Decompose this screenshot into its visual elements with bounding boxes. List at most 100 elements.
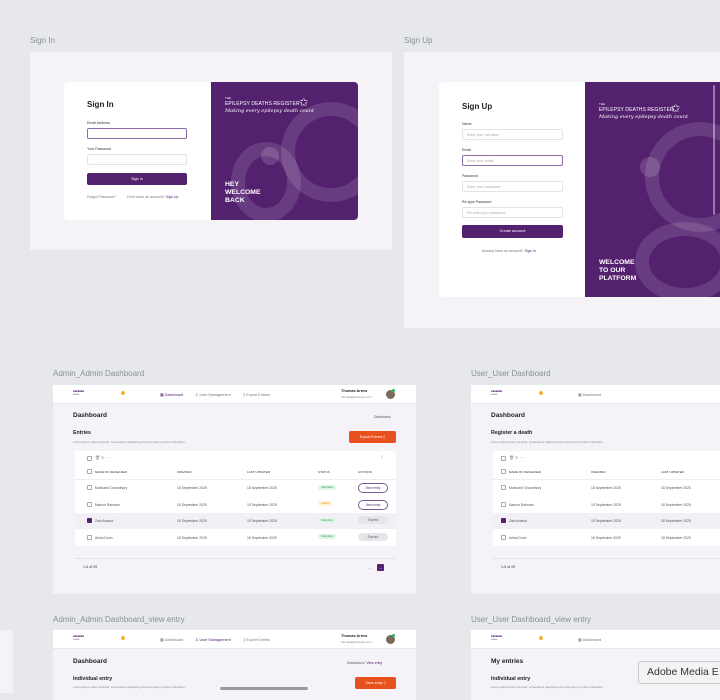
updated-date: 18 September 2025: [661, 502, 691, 507]
sign-in-frame: Sign In Email Address Your Password Sign…: [30, 52, 392, 250]
next-page-button[interactable]: →: [377, 564, 384, 571]
view-entry-button[interactable]: View entry: [358, 483, 388, 493]
export-entries-button[interactable]: Export Entries ▯: [349, 431, 396, 443]
email-input[interactable]: [87, 128, 187, 139]
email-input[interactable]: Enter your email: [462, 155, 563, 166]
created-date: 18 September 2025: [591, 519, 621, 523]
column-header[interactable]: NAME OF DECEASED: [95, 470, 127, 474]
created-date: 18 September 2025: [177, 502, 207, 507]
frame-label-user-view[interactable]: User_User Dashboard_view entry: [471, 615, 592, 624]
column-header[interactable]: ACTIONS: [358, 470, 372, 474]
decor-dot: [261, 147, 279, 165]
password-input[interactable]: Enter your password: [462, 181, 563, 192]
row-checkbox[interactable]: [87, 501, 92, 507]
nav-dashboard[interactable]: ▦ Dashboard: [160, 393, 184, 397]
column-header[interactable]: CREATED: [177, 470, 192, 474]
retype-password-label: Re-type Password: [462, 200, 492, 204]
nav-dashboard[interactable]: ▦ Dashboard: [578, 638, 602, 642]
table-header-row: NAME OF DECEASED CREATED LAST UPDATED: [493, 464, 720, 480]
name-input[interactable]: Enter your full name: [462, 129, 563, 140]
table-row[interactable]: Naimur Rahman 18 September 2025 18 Septemb…: [493, 497, 720, 513]
nav-dashboard[interactable]: ▦ Dashboard: [160, 638, 184, 642]
user-email: thomas@example.com: [341, 395, 372, 399]
avatar[interactable]: [386, 390, 395, 399]
breadcrumb-current: View entry: [366, 661, 383, 665]
column-header[interactable]: NAME OF DECEASED: [509, 470, 541, 474]
updated-date: 18 September 2025: [247, 502, 277, 507]
row-checkbox[interactable]: [501, 485, 506, 490]
nav-export-entries[interactable]: ▯ Export Entries: [243, 638, 271, 642]
breadcrumb[interactable]: Dashboard: [374, 415, 391, 419]
row-checkbox[interactable]: [87, 518, 92, 523]
deceased-name: Ankia Dorin: [95, 535, 113, 540]
prev-page-button[interactable]: ←: [367, 565, 372, 570]
table-row[interactable]: Zain Arcand 18 September 2025 18 September…: [493, 513, 720, 529]
column-header[interactable]: CREATED: [591, 470, 606, 474]
status-badge: Submitted: [318, 484, 336, 490]
table-row[interactable]: Ankia Dorin 18 September 2025 18 September…: [493, 530, 720, 546]
logo-name: EPILEPSY DEATHS REGISTER: [225, 101, 300, 107]
table-row[interactable]: Ankia Dorin 18 September 2025 18 September…: [75, 530, 396, 546]
welcome-text: HEY WELCOME BACK: [225, 181, 261, 204]
column-header[interactable]: LAST UPDATED: [247, 470, 271, 474]
table-row[interactable]: Zain Arcand 18 September 2025 18 September…: [75, 513, 396, 529]
avatar[interactable]: [386, 635, 395, 644]
row-checkbox[interactable]: [501, 518, 506, 523]
forgot-password-link[interactable]: Forgot Password?: [87, 195, 117, 199]
section-description: Lorem ipsum dolor sit amet, consectetur …: [491, 685, 604, 689]
frame-label-admin-view[interactable]: Admin_Admin Dashboard_view entry: [53, 615, 185, 624]
page-title: Dashboard: [73, 658, 107, 665]
column-settings-icon[interactable]: ▯: [381, 455, 383, 459]
table-row[interactable]: Musharof Chowdhury 18 September 2025 18 Se…: [493, 480, 720, 496]
column-header[interactable]: LAST UPDATED: [661, 470, 685, 474]
sign-in-link[interactable]: Sign In: [524, 249, 536, 253]
section-title: Individual entry: [491, 676, 531, 682]
row-checkbox[interactable]: [501, 534, 506, 540]
mini-logo: ■■■■■■■ ▪▪▪▪▪▪▪: [73, 635, 84, 641]
row-checkbox[interactable]: [501, 501, 506, 507]
row-checkbox[interactable]: [87, 534, 92, 540]
horizontal-scrollbar[interactable]: [220, 687, 308, 690]
pagination-info: 1-5 of 29: [501, 565, 516, 569]
table-row[interactable]: Naimur Rahman 18 September 2025 18 Septemb…: [75, 497, 396, 513]
signin-prompt: Already have an account? Sign In: [482, 249, 536, 253]
nav-user-management[interactable]: ♙ User Management: [195, 393, 231, 397]
select-all-checkbox[interactable]: [501, 469, 506, 474]
column-header[interactable]: STATUS: [318, 470, 330, 474]
table-header-row: NAME OF DECEASED CREATED LAST UPDATED STATU…: [75, 464, 396, 480]
select-all-checkbox[interactable]: [87, 469, 92, 474]
create-account-button[interactable]: Create account: [462, 225, 563, 238]
created-date: 18 September 2025: [591, 502, 621, 507]
toolbar-icons[interactable]: 🗑 ↻ ⋯: [95, 455, 110, 460]
select-all-checkbox[interactable]: [87, 456, 92, 461]
frame-label-admin[interactable]: Admin_Admin Dashboard: [53, 369, 145, 378]
logo-tagline: Making every epilepsy death count: [599, 114, 689, 120]
nav-dashboard[interactable]: ▦ Dashboard: [578, 393, 602, 397]
app-tooltip: Adobe Media E: [638, 661, 720, 684]
toolbar-icons[interactable]: 🗑 ↻ ⋯: [509, 455, 524, 460]
vertical-scrollbar[interactable]: [713, 85, 715, 215]
name-label: Name: [462, 122, 472, 126]
frame-label-sign-in[interactable]: Sign In: [30, 36, 55, 45]
sign-in-button[interactable]: Sign In: [87, 173, 187, 185]
table-row[interactable]: Musharof Chowdhury 18 September 2025 18 Se…: [75, 480, 396, 496]
refresh-icon: ↻: [101, 455, 105, 460]
frame-label-user[interactable]: User_User Dashboard: [471, 369, 551, 378]
section-description: Lorem ipsum dolor sit amet, consectetur …: [73, 685, 186, 689]
view-entry-button[interactable]: View entry: [358, 499, 388, 510]
nav-user-management[interactable]: ♙ User Management: [195, 638, 231, 642]
updated-date: 18 September 2025: [247, 519, 277, 523]
frame-label-sign-up[interactable]: Sign Up: [404, 36, 433, 45]
select-all-checkbox[interactable]: [501, 456, 506, 461]
breadcrumb-root[interactable]: Dashboard: [347, 661, 364, 665]
user-name: Thomas Arrew: [341, 634, 368, 638]
save-entry-button[interactable]: Save entry ▯: [355, 677, 396, 689]
row-checkbox[interactable]: [87, 485, 92, 490]
password-input[interactable]: [87, 154, 187, 165]
nav-export-entries[interactable]: ▯ Export Entries: [243, 393, 271, 397]
decor-circle: [645, 122, 720, 232]
retype-password-input[interactable]: Re-enter your password: [462, 207, 563, 218]
refresh-icon: ↻: [515, 455, 519, 460]
sign-up-link[interactable]: Sign Up: [165, 195, 179, 199]
page-title: My entries: [491, 658, 524, 665]
